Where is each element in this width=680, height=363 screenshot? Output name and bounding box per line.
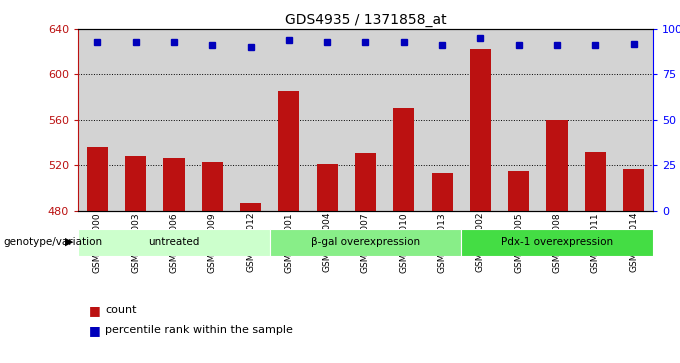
- Bar: [163, 158, 184, 211]
- Bar: [461, 229, 653, 256]
- Bar: [547, 120, 568, 211]
- Text: untreated: untreated: [148, 237, 200, 247]
- Bar: [240, 203, 261, 211]
- Text: genotype/variation: genotype/variation: [3, 237, 103, 247]
- Text: count: count: [105, 305, 137, 315]
- Bar: [432, 173, 453, 211]
- Text: ▶: ▶: [65, 237, 73, 247]
- Text: ■: ■: [88, 304, 100, 317]
- Text: β-gal overexpression: β-gal overexpression: [311, 237, 420, 247]
- Bar: [87, 147, 108, 211]
- Bar: [278, 91, 299, 211]
- Text: Pdx-1 overexpression: Pdx-1 overexpression: [501, 237, 613, 247]
- Bar: [508, 171, 529, 211]
- Bar: [125, 156, 146, 211]
- Bar: [317, 164, 338, 211]
- Text: ■: ■: [88, 324, 100, 337]
- Title: GDS4935 / 1371858_at: GDS4935 / 1371858_at: [285, 13, 446, 26]
- Bar: [585, 151, 606, 211]
- Bar: [355, 153, 376, 211]
- Bar: [202, 162, 223, 211]
- Bar: [393, 109, 414, 211]
- Bar: [78, 229, 270, 256]
- Bar: [270, 229, 461, 256]
- Bar: [623, 168, 644, 211]
- Bar: [470, 49, 491, 211]
- Text: percentile rank within the sample: percentile rank within the sample: [105, 325, 293, 335]
